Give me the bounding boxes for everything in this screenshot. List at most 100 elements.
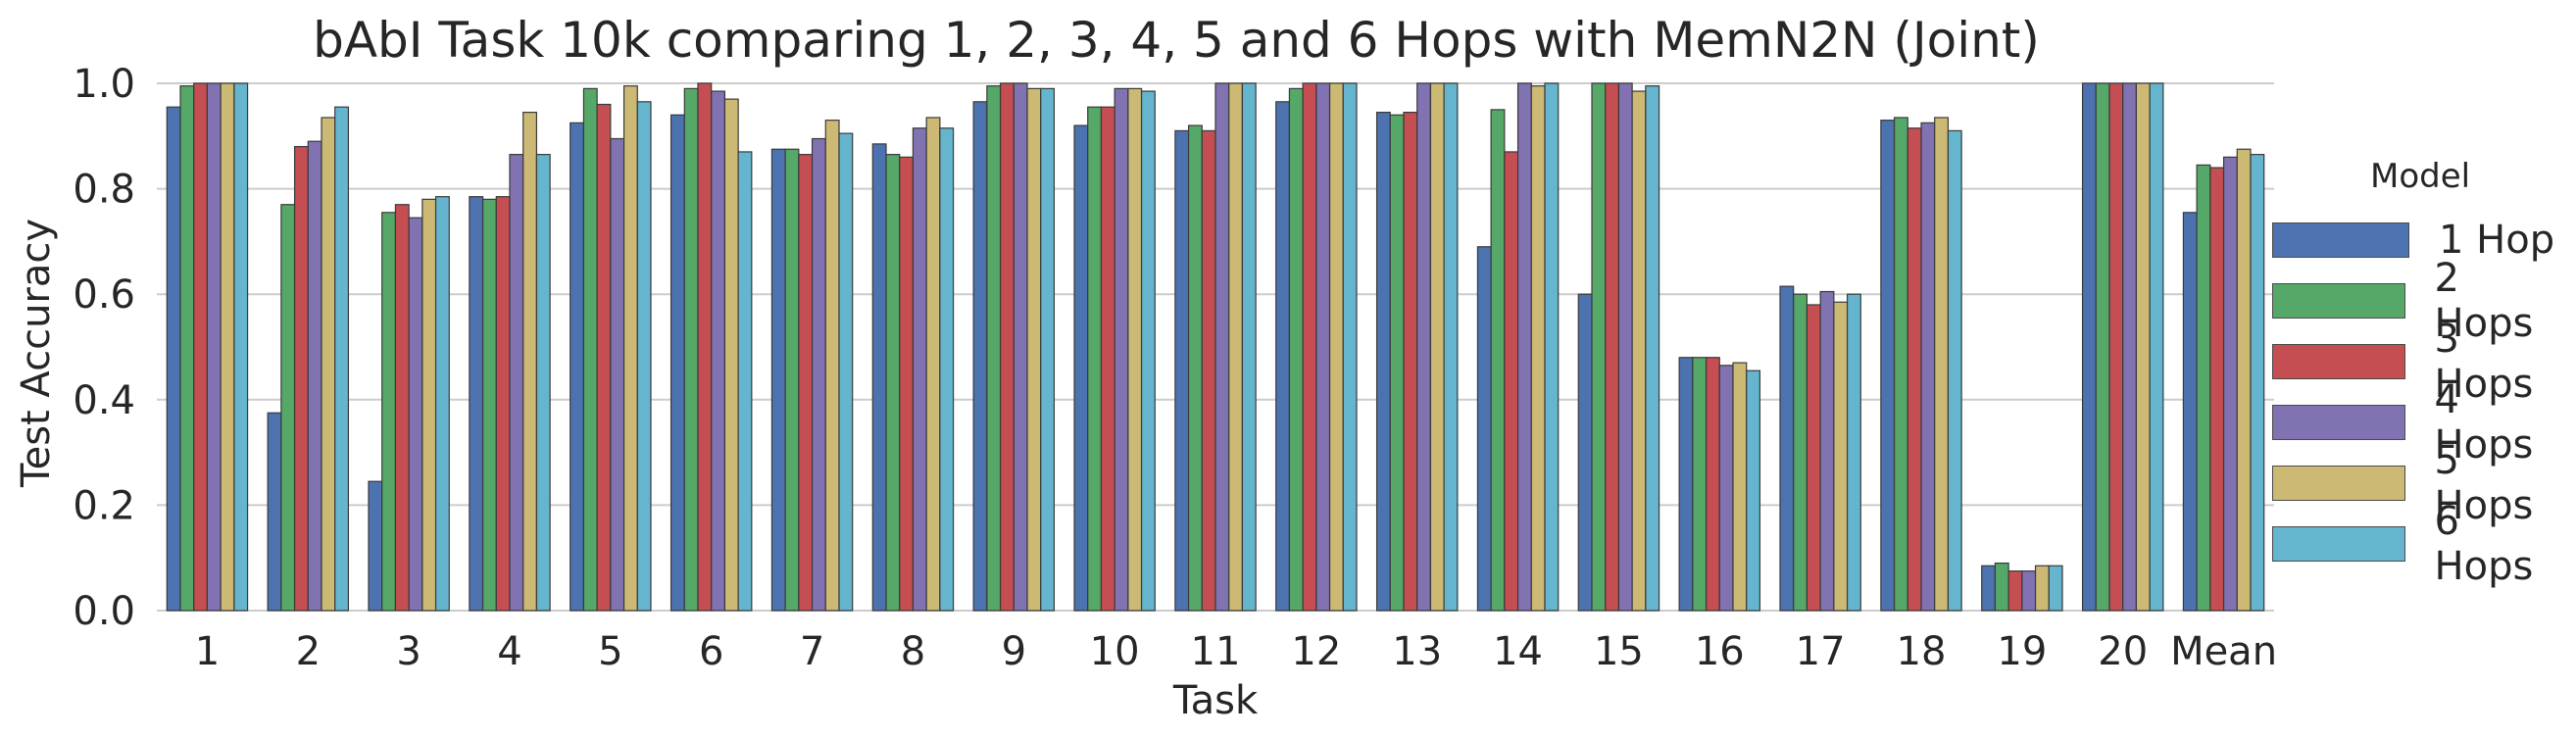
bar	[321, 117, 336, 612]
bar	[408, 217, 423, 612]
bar	[2007, 570, 2023, 612]
bar	[723, 98, 739, 612]
bar	[770, 148, 786, 612]
bar	[522, 111, 538, 612]
x-tick-label: 6	[699, 629, 723, 674]
bar	[293, 145, 309, 612]
x-tick-label: 15	[1594, 629, 1644, 674]
bar	[2021, 570, 2037, 612]
x-tick-label: 7	[800, 629, 824, 674]
bar	[1516, 82, 1532, 612]
bar	[1806, 304, 1821, 612]
y-tick-label: 0.2	[73, 483, 135, 528]
bar	[2135, 82, 2151, 612]
y-axis-label: Test Accuracy	[14, 219, 59, 488]
bar	[2034, 565, 2050, 612]
bar	[2108, 82, 2124, 612]
bar	[280, 204, 296, 612]
bar	[1544, 82, 1560, 612]
bar	[381, 212, 397, 612]
bar	[2196, 164, 2211, 612]
bar	[871, 143, 887, 612]
bars	[166, 82, 2265, 612]
bar	[1779, 285, 1795, 612]
bar	[481, 198, 497, 612]
bar	[1174, 129, 1190, 612]
x-tick-label: 5	[598, 629, 622, 674]
bar	[669, 114, 685, 612]
bar	[1893, 117, 1908, 612]
x-tick-label: 12	[1291, 629, 1341, 674]
x-tick-label: 14	[1493, 629, 1543, 674]
legend-label: 3 Hops	[2434, 317, 2534, 407]
bar	[999, 82, 1015, 612]
legend-swatch	[2272, 466, 2405, 501]
bar	[1880, 120, 1896, 612]
bar	[1692, 357, 1708, 612]
legend-item: 4 Hops	[2272, 377, 2566, 467]
bar	[368, 480, 383, 612]
bar	[1140, 90, 1156, 612]
bar	[434, 196, 450, 612]
bar	[1429, 82, 1445, 612]
x-tick-label: 9	[1002, 629, 1026, 674]
x-tick-label: 17	[1796, 629, 1846, 674]
bar	[1846, 293, 1861, 612]
bar	[1443, 82, 1459, 612]
bar	[697, 82, 713, 612]
bar	[1617, 82, 1633, 612]
bar	[1504, 151, 1519, 612]
bar	[811, 137, 826, 612]
bar	[206, 82, 222, 612]
legend-items: 1 Hop 2 Hops 3 Hops 4 Hops 5 Hops 6 Hops	[2272, 210, 2566, 589]
bar	[784, 148, 800, 612]
x-tick-label: 10	[1090, 629, 1140, 674]
bar	[394, 204, 410, 612]
bar	[2048, 565, 2063, 612]
bar	[1275, 101, 1291, 612]
legend-label: 5 Hops	[2434, 438, 2534, 528]
bar	[2095, 82, 2110, 612]
x-tick-label: 4	[497, 629, 521, 674]
bar	[1127, 87, 1143, 612]
bar	[636, 101, 652, 612]
bar	[307, 140, 322, 612]
x-tick-label: 20	[2098, 629, 2148, 674]
bar	[1114, 87, 1129, 612]
bar	[582, 87, 598, 612]
bar	[1732, 362, 1748, 612]
bar	[2081, 82, 2097, 612]
bar	[1241, 82, 1257, 612]
bar	[1907, 127, 1922, 612]
bar	[899, 156, 915, 612]
bar	[421, 198, 437, 612]
legend-label: 6 Hops	[2434, 499, 2534, 589]
bar	[972, 101, 988, 612]
legend-swatch	[2272, 283, 2405, 319]
bar	[1718, 365, 1734, 612]
x-tick-label: 19	[1997, 629, 2047, 674]
bar	[986, 85, 1002, 612]
x-tick-label: 2	[296, 629, 321, 674]
bar	[798, 154, 814, 612]
bar	[1819, 290, 1835, 612]
bar	[2209, 167, 2225, 612]
x-tick-label: 1	[195, 629, 220, 674]
bar	[610, 137, 625, 612]
legend-item: 6 Hops	[2272, 499, 2566, 589]
bar	[1530, 85, 1546, 612]
legend-item: 1 Hop	[2272, 210, 2566, 271]
bar	[1793, 293, 1808, 612]
bar	[1375, 111, 1391, 612]
bar	[1389, 114, 1405, 612]
bar	[1705, 357, 1720, 612]
bar	[1631, 90, 1647, 612]
legend-swatch	[2272, 344, 2405, 379]
bar	[2250, 154, 2265, 612]
legend-label: 4 Hops	[2434, 377, 2534, 467]
bar	[267, 412, 282, 612]
bar	[1315, 82, 1331, 612]
bar	[2122, 82, 2138, 612]
chart-title: bAbI Task 10k comparing 1, 2, 3, 4, 5 an…	[313, 12, 2040, 69]
bar	[1490, 109, 1506, 612]
